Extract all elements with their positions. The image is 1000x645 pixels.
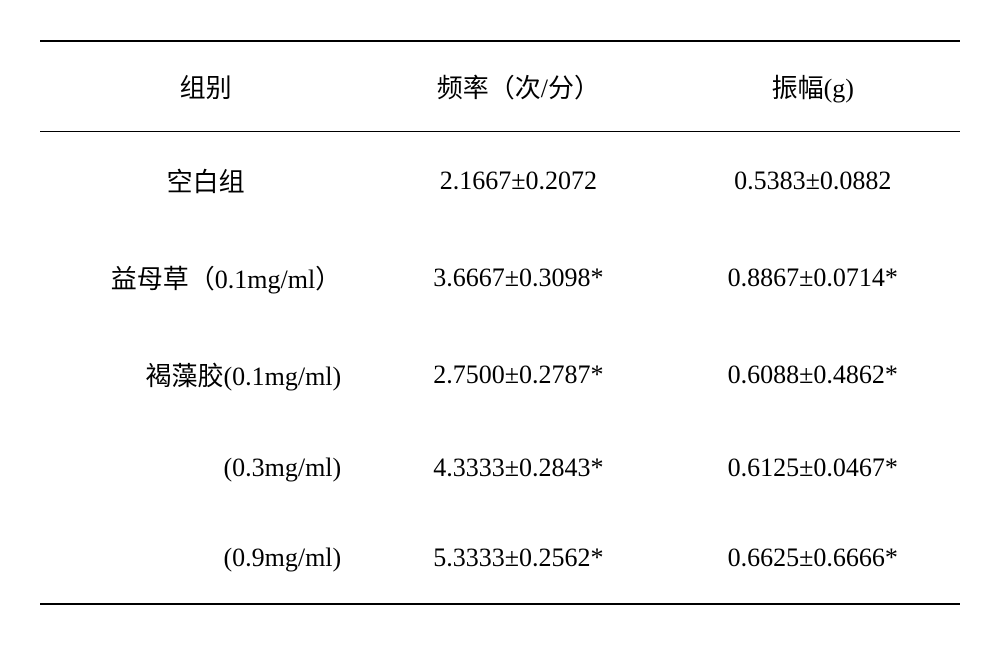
cell-amp: 0.6625±0.6666* (666, 513, 960, 604)
cell-freq: 5.3333±0.2562* (371, 513, 665, 604)
table-row: 褐藻胶(0.1mg/ml) 2.7500±0.2787* 0.6088±0.48… (40, 326, 960, 423)
table-row: 益母草（0.1mg/ml） 3.6667±0.3098* 0.8867±0.07… (40, 229, 960, 326)
cell-freq: 2.1667±0.2072 (371, 132, 665, 230)
col-header-group: 组别 (40, 41, 371, 132)
cell-group: (0.3mg/ml) (40, 423, 371, 513)
table-row: (0.9mg/ml) 5.3333±0.2562* 0.6625±0.6666* (40, 513, 960, 604)
table-header-row: 组别 频率（次/分） 振幅(g) (40, 41, 960, 132)
cell-amp: 0.8867±0.0714* (666, 229, 960, 326)
cell-group: (0.9mg/ml) (40, 513, 371, 604)
cell-group: 空白组 (40, 132, 371, 230)
cell-group: 益母草（0.1mg/ml） (40, 229, 371, 326)
data-table-container: 组别 频率（次/分） 振幅(g) 空白组 2.1667±0.2072 0.538… (40, 40, 960, 605)
table-row: 空白组 2.1667±0.2072 0.5383±0.0882 (40, 132, 960, 230)
col-header-freq: 频率（次/分） (371, 41, 665, 132)
cell-freq: 4.3333±0.2843* (371, 423, 665, 513)
col-header-amp: 振幅(g) (666, 41, 960, 132)
cell-amp: 0.6125±0.0467* (666, 423, 960, 513)
cell-amp: 0.6088±0.4862* (666, 326, 960, 423)
data-table: 组别 频率（次/分） 振幅(g) 空白组 2.1667±0.2072 0.538… (40, 40, 960, 605)
cell-group: 褐藻胶(0.1mg/ml) (40, 326, 371, 423)
table-row: (0.3mg/ml) 4.3333±0.2843* 0.6125±0.0467* (40, 423, 960, 513)
cell-freq: 2.7500±0.2787* (371, 326, 665, 423)
cell-freq: 3.6667±0.3098* (371, 229, 665, 326)
cell-amp: 0.5383±0.0882 (666, 132, 960, 230)
